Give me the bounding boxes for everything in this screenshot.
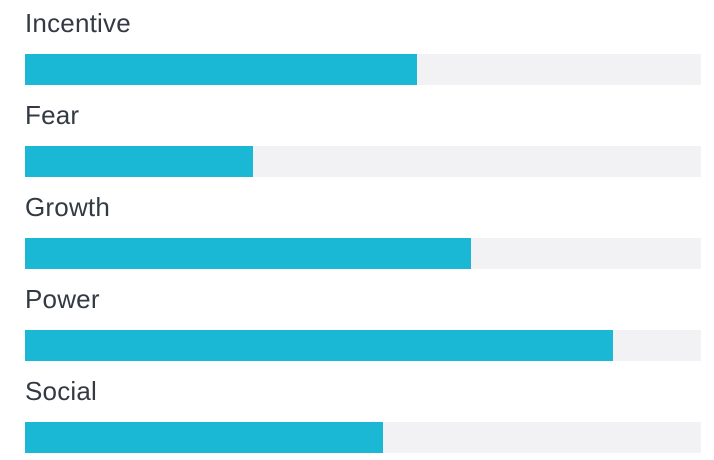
bar-fill-fear xyxy=(25,146,253,177)
bar-fill-growth xyxy=(25,238,472,269)
category-label: Incentive xyxy=(25,8,131,38)
bar-fill-incentive xyxy=(25,54,418,85)
bar-row-power: Power xyxy=(25,276,701,368)
bar-fill-power xyxy=(25,330,614,361)
category-label: Power xyxy=(25,284,100,314)
bar-track xyxy=(25,330,701,361)
horizontal-bar-chart: Incentive Fear Growth Power Social xyxy=(25,0,701,454)
bar-row-fear: Fear xyxy=(25,92,701,184)
bar-row-social: Social xyxy=(25,368,701,460)
category-label: Growth xyxy=(25,192,111,222)
category-label: Social xyxy=(25,376,98,406)
category-label: Fear xyxy=(25,100,80,130)
bar-row-growth: Growth xyxy=(25,184,701,276)
bar-track xyxy=(25,146,701,177)
bar-track xyxy=(25,422,701,453)
bar-track xyxy=(25,54,701,85)
bar-track xyxy=(25,238,701,269)
bar-fill-social xyxy=(25,422,384,453)
bar-row-incentive: Incentive xyxy=(25,0,701,92)
